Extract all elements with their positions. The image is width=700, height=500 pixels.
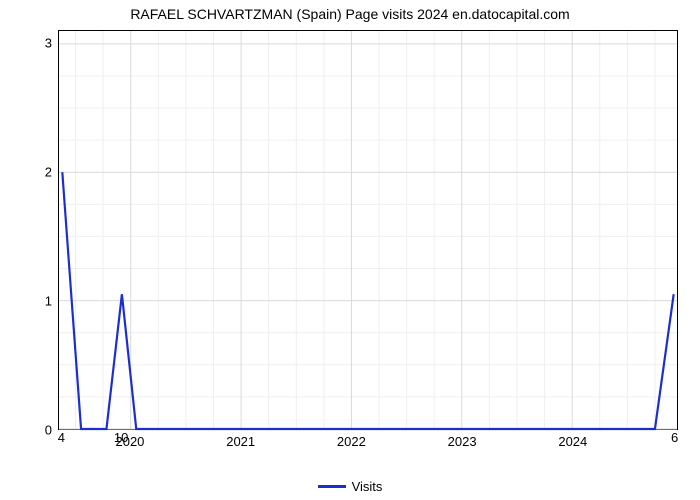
plot-area: [58, 30, 678, 430]
data-annotation: 6: [671, 430, 678, 445]
y-tick-label: 3: [12, 35, 52, 50]
x-tick-label: 2024: [558, 434, 587, 449]
legend-swatch: [318, 485, 346, 488]
chart-title: RAFAEL SCHVARTZMAN (Spain) Page visits 2…: [0, 6, 700, 22]
y-tick-label: 0: [12, 423, 52, 438]
x-tick-label: 2022: [337, 434, 366, 449]
x-tick-label: 2021: [226, 434, 255, 449]
y-tick-label: 1: [12, 293, 52, 308]
data-annotation: 10: [114, 430, 128, 445]
chart-svg: [59, 31, 677, 429]
legend: Visits: [0, 475, 700, 494]
x-tick-label: 2023: [448, 434, 477, 449]
chart-container: RAFAEL SCHVARTZMAN (Spain) Page visits 2…: [0, 0, 700, 500]
data-annotation: 4: [58, 430, 65, 445]
legend-label: Visits: [352, 479, 383, 494]
y-tick-label: 2: [12, 164, 52, 179]
